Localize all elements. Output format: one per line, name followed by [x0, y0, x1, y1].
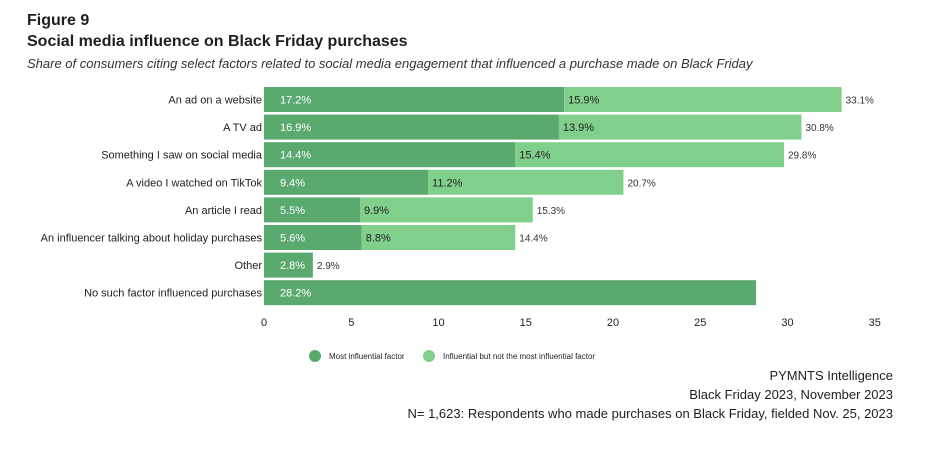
data-label-influential: 15.9%	[568, 95, 599, 107]
x-tick-label: 0	[261, 317, 267, 329]
total-label: 15.3%	[537, 206, 565, 217]
data-label-most: 9.4%	[280, 177, 305, 189]
data-label-most: 14.4%	[280, 150, 311, 162]
bar-most-influential	[264, 280, 757, 306]
data-label-most: 5.6%	[280, 233, 305, 245]
bar-most-influential	[264, 252, 313, 278]
legend-label-influential: Influential but not the most influential…	[443, 352, 595, 361]
category-label: An ad on a website	[168, 95, 262, 107]
bar-influential	[515, 142, 785, 168]
chart-subtitle: Share of consumers citing select factors…	[27, 56, 753, 71]
total-label: 14.4%	[519, 234, 547, 245]
legend-label-most: Most influential factor	[329, 352, 405, 361]
source-line-2: Black Friday 2023, November 2023	[689, 387, 893, 402]
data-label-influential: 15.4%	[519, 150, 550, 162]
data-label-influential: 9.9%	[364, 205, 389, 217]
category-label: Something I saw on social media	[101, 150, 263, 162]
x-tick-label: 10	[432, 317, 444, 329]
bar-most-influential	[264, 225, 362, 250]
data-label-most: 17.2%	[280, 95, 311, 107]
total-label: 2.9%	[317, 261, 340, 272]
x-tick-label: 5	[348, 317, 354, 329]
data-label-most: 16.9%	[280, 122, 311, 134]
bar-most-influential	[264, 142, 516, 168]
category-label: An influencer talking about holiday purc…	[41, 233, 263, 245]
figure-label: Figure 9	[27, 12, 90, 29]
total-label: 33.1%	[846, 96, 874, 107]
category-label: An article I read	[185, 205, 262, 217]
x-tick-label: 15	[520, 317, 532, 329]
category-label: A video I watched on TikTok	[126, 177, 262, 189]
chart-title: Social media influence on Black Friday p…	[27, 33, 408, 50]
bar-influential	[558, 114, 802, 140]
data-label-most: 28.2%	[280, 288, 311, 300]
category-label: No such factor influenced purchases	[84, 288, 262, 300]
source-line-3: N= 1,623: Respondents who made purchases…	[407, 406, 893, 421]
x-tick-label: 25	[694, 317, 706, 329]
total-label: 29.8%	[788, 151, 816, 162]
bar-most-influential	[264, 197, 360, 223]
bar-most-influential	[264, 114, 559, 140]
total-label: 30.8%	[805, 123, 833, 134]
bar-influential	[359, 197, 533, 223]
data-label-influential: 8.8%	[366, 233, 391, 245]
category-label: A TV ad	[223, 122, 262, 134]
data-label-most: 5.5%	[280, 205, 305, 217]
x-tick-label: 35	[869, 317, 881, 329]
bar-influential	[361, 225, 516, 250]
data-label-influential: 11.2%	[432, 177, 463, 189]
total-label: 20.7%	[627, 178, 655, 189]
legend-swatch-influential	[423, 350, 435, 362]
x-tick-label: 30	[781, 317, 793, 329]
data-label-influential: 13.9%	[563, 122, 594, 134]
legend-swatch-most	[309, 350, 321, 362]
bar-influential	[428, 169, 624, 195]
category-label: Other	[234, 260, 262, 272]
x-tick-label: 20	[607, 317, 619, 329]
bar-most-influential	[264, 87, 565, 112]
data-label-most: 2.8%	[280, 260, 305, 272]
bar-influential	[564, 87, 842, 112]
bar-most-influential	[264, 169, 429, 195]
source-line-1: PYMNTS Intelligence	[769, 368, 893, 383]
